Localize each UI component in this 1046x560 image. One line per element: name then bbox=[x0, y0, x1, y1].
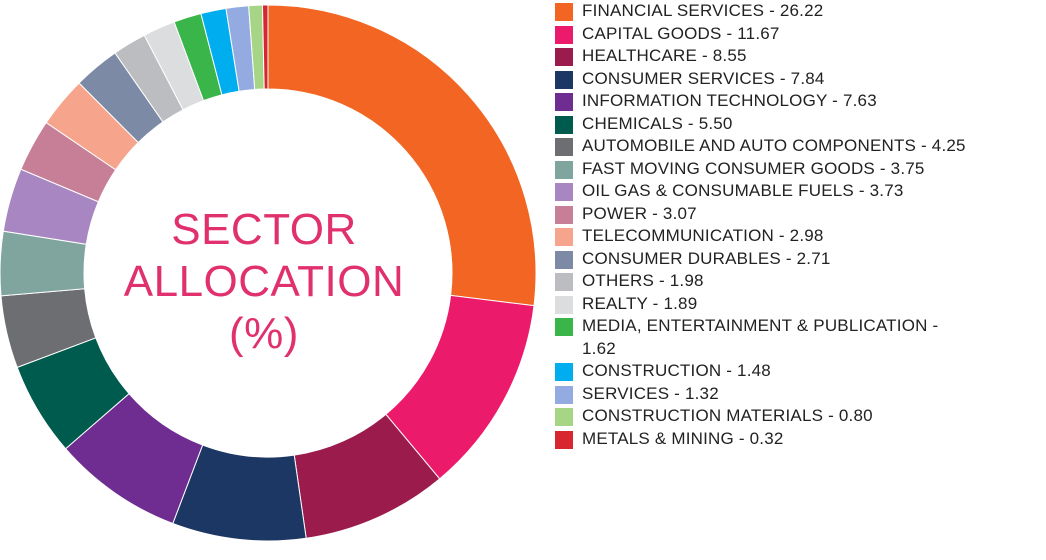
legend-swatch bbox=[555, 70, 573, 89]
legend-item: TELECOMMUNICATION - 2.98 bbox=[555, 225, 1035, 248]
legend-swatch bbox=[555, 183, 573, 201]
legend-item: OTHERS - 1.98 bbox=[555, 270, 1035, 293]
legend-item: INFORMATION TECHNOLOGY - 7.63 bbox=[555, 90, 1035, 113]
legend-label: OTHERS - 1.98 bbox=[582, 271, 704, 290]
legend-item: CONSTRUCTION - 1.48 bbox=[555, 360, 1035, 383]
legend-label: CONSTRUCTION - 1.48 bbox=[582, 361, 771, 380]
legend-swatch bbox=[555, 3, 573, 21]
legend-label: REALTY - 1.89 bbox=[582, 293, 698, 313]
legend-item: CAPITAL GOODS - 11.67 bbox=[555, 23, 1035, 46]
legend-label: CONSTRUCTION MATERIALS - 0.80 bbox=[582, 406, 873, 425]
legend-label: CAPITAL GOODS - 11.67 bbox=[582, 23, 780, 43]
legend-swatch bbox=[555, 48, 573, 66]
legend-label: MEDIA, ENTERTAINMENT & PUBLICATION - 1.6… bbox=[582, 316, 939, 358]
chart-legend: FINANCIAL SERVICES - 26.22 CAPITAL GOODS … bbox=[555, 0, 1035, 450]
legend-item: POWER - 3.07 bbox=[555, 203, 1035, 226]
legend-label: CONSUMER SERVICES - 7.84 bbox=[582, 68, 825, 88]
legend-label: POWER - 3.07 bbox=[582, 203, 697, 223]
legend-swatch bbox=[555, 138, 573, 156]
chart-title-line-2: ALLOCATION bbox=[123, 257, 405, 306]
chart-title-line-1: SECTOR bbox=[171, 205, 357, 254]
legend-item: REALTY - 1.89 bbox=[555, 293, 1035, 316]
legend-swatch bbox=[555, 273, 573, 291]
donut-chart bbox=[0, 4, 537, 542]
legend-label: TELECOMMUNICATION - 2.98 bbox=[582, 226, 824, 245]
legend-item: OIL GAS & CONSUMABLE FUELS - 3.73 bbox=[555, 180, 1035, 203]
legend-item: METALS & MINING - 0.32 bbox=[555, 428, 1035, 451]
chart-title: SECTOR ALLOCATION (%) bbox=[100, 204, 428, 360]
slice-financial-services bbox=[267, 4, 537, 307]
legend-item: CHEMICALS - 5.50 bbox=[555, 113, 1035, 136]
legend-swatch bbox=[555, 385, 573, 404]
legend-item: CONSUMER SERVICES - 7.84 bbox=[555, 68, 1035, 91]
legend-swatch bbox=[555, 295, 573, 314]
legend-swatch bbox=[555, 93, 573, 111]
legend-swatch bbox=[555, 318, 573, 336]
legend-swatch bbox=[555, 408, 573, 426]
legend-label: FINANCIAL SERVICES - 26.22 bbox=[582, 1, 824, 20]
legend-swatch bbox=[555, 228, 573, 246]
legend-swatch bbox=[555, 250, 573, 269]
legend-label: HEALTHCARE - 8.55 bbox=[582, 46, 747, 65]
slice-metals-mining bbox=[261, 4, 269, 90]
legend-label: METALS & MINING - 0.32 bbox=[582, 428, 784, 448]
legend-item: SERVICES - 1.32 bbox=[555, 383, 1035, 406]
legend-label: FAST MOVING CONSUMER GOODS - 3.75 bbox=[582, 158, 925, 178]
legend-item: FINANCIAL SERVICES - 26.22 bbox=[555, 0, 1035, 23]
legend-item: AUTOMOBILE AND AUTO COMPONENTS - 4.25 bbox=[555, 135, 1035, 158]
legend-item: HEALTHCARE - 8.55 bbox=[555, 45, 1035, 68]
legend-label: SERVICES - 1.32 bbox=[582, 383, 719, 403]
legend-swatch bbox=[555, 205, 573, 224]
legend-item: MEDIA, ENTERTAINMENT & PUBLICATION - 1.6… bbox=[555, 315, 1035, 360]
legend-item: CONSTRUCTION MATERIALS - 0.80 bbox=[555, 405, 1035, 428]
legend-swatch bbox=[555, 160, 573, 179]
legend-label: CHEMICALS - 5.50 bbox=[582, 113, 733, 133]
legend-item: FAST MOVING CONSUMER GOODS - 3.75 bbox=[555, 158, 1035, 181]
legend-label: OIL GAS & CONSUMABLE FUELS - 3.73 bbox=[582, 181, 904, 200]
legend-swatch bbox=[555, 115, 573, 134]
legend-swatch bbox=[555, 430, 573, 449]
legend-label: AUTOMOBILE AND AUTO COMPONENTS - 4.25 bbox=[582, 136, 966, 155]
legend-swatch bbox=[555, 25, 573, 44]
chart-title-line-3: (%) bbox=[229, 309, 299, 358]
legend-label: INFORMATION TECHNOLOGY - 7.63 bbox=[582, 91, 877, 110]
legend-swatch bbox=[555, 363, 573, 381]
legend-item: CONSUMER DURABLES - 2.71 bbox=[555, 248, 1035, 271]
legend-label: CONSUMER DURABLES - 2.71 bbox=[582, 248, 831, 268]
